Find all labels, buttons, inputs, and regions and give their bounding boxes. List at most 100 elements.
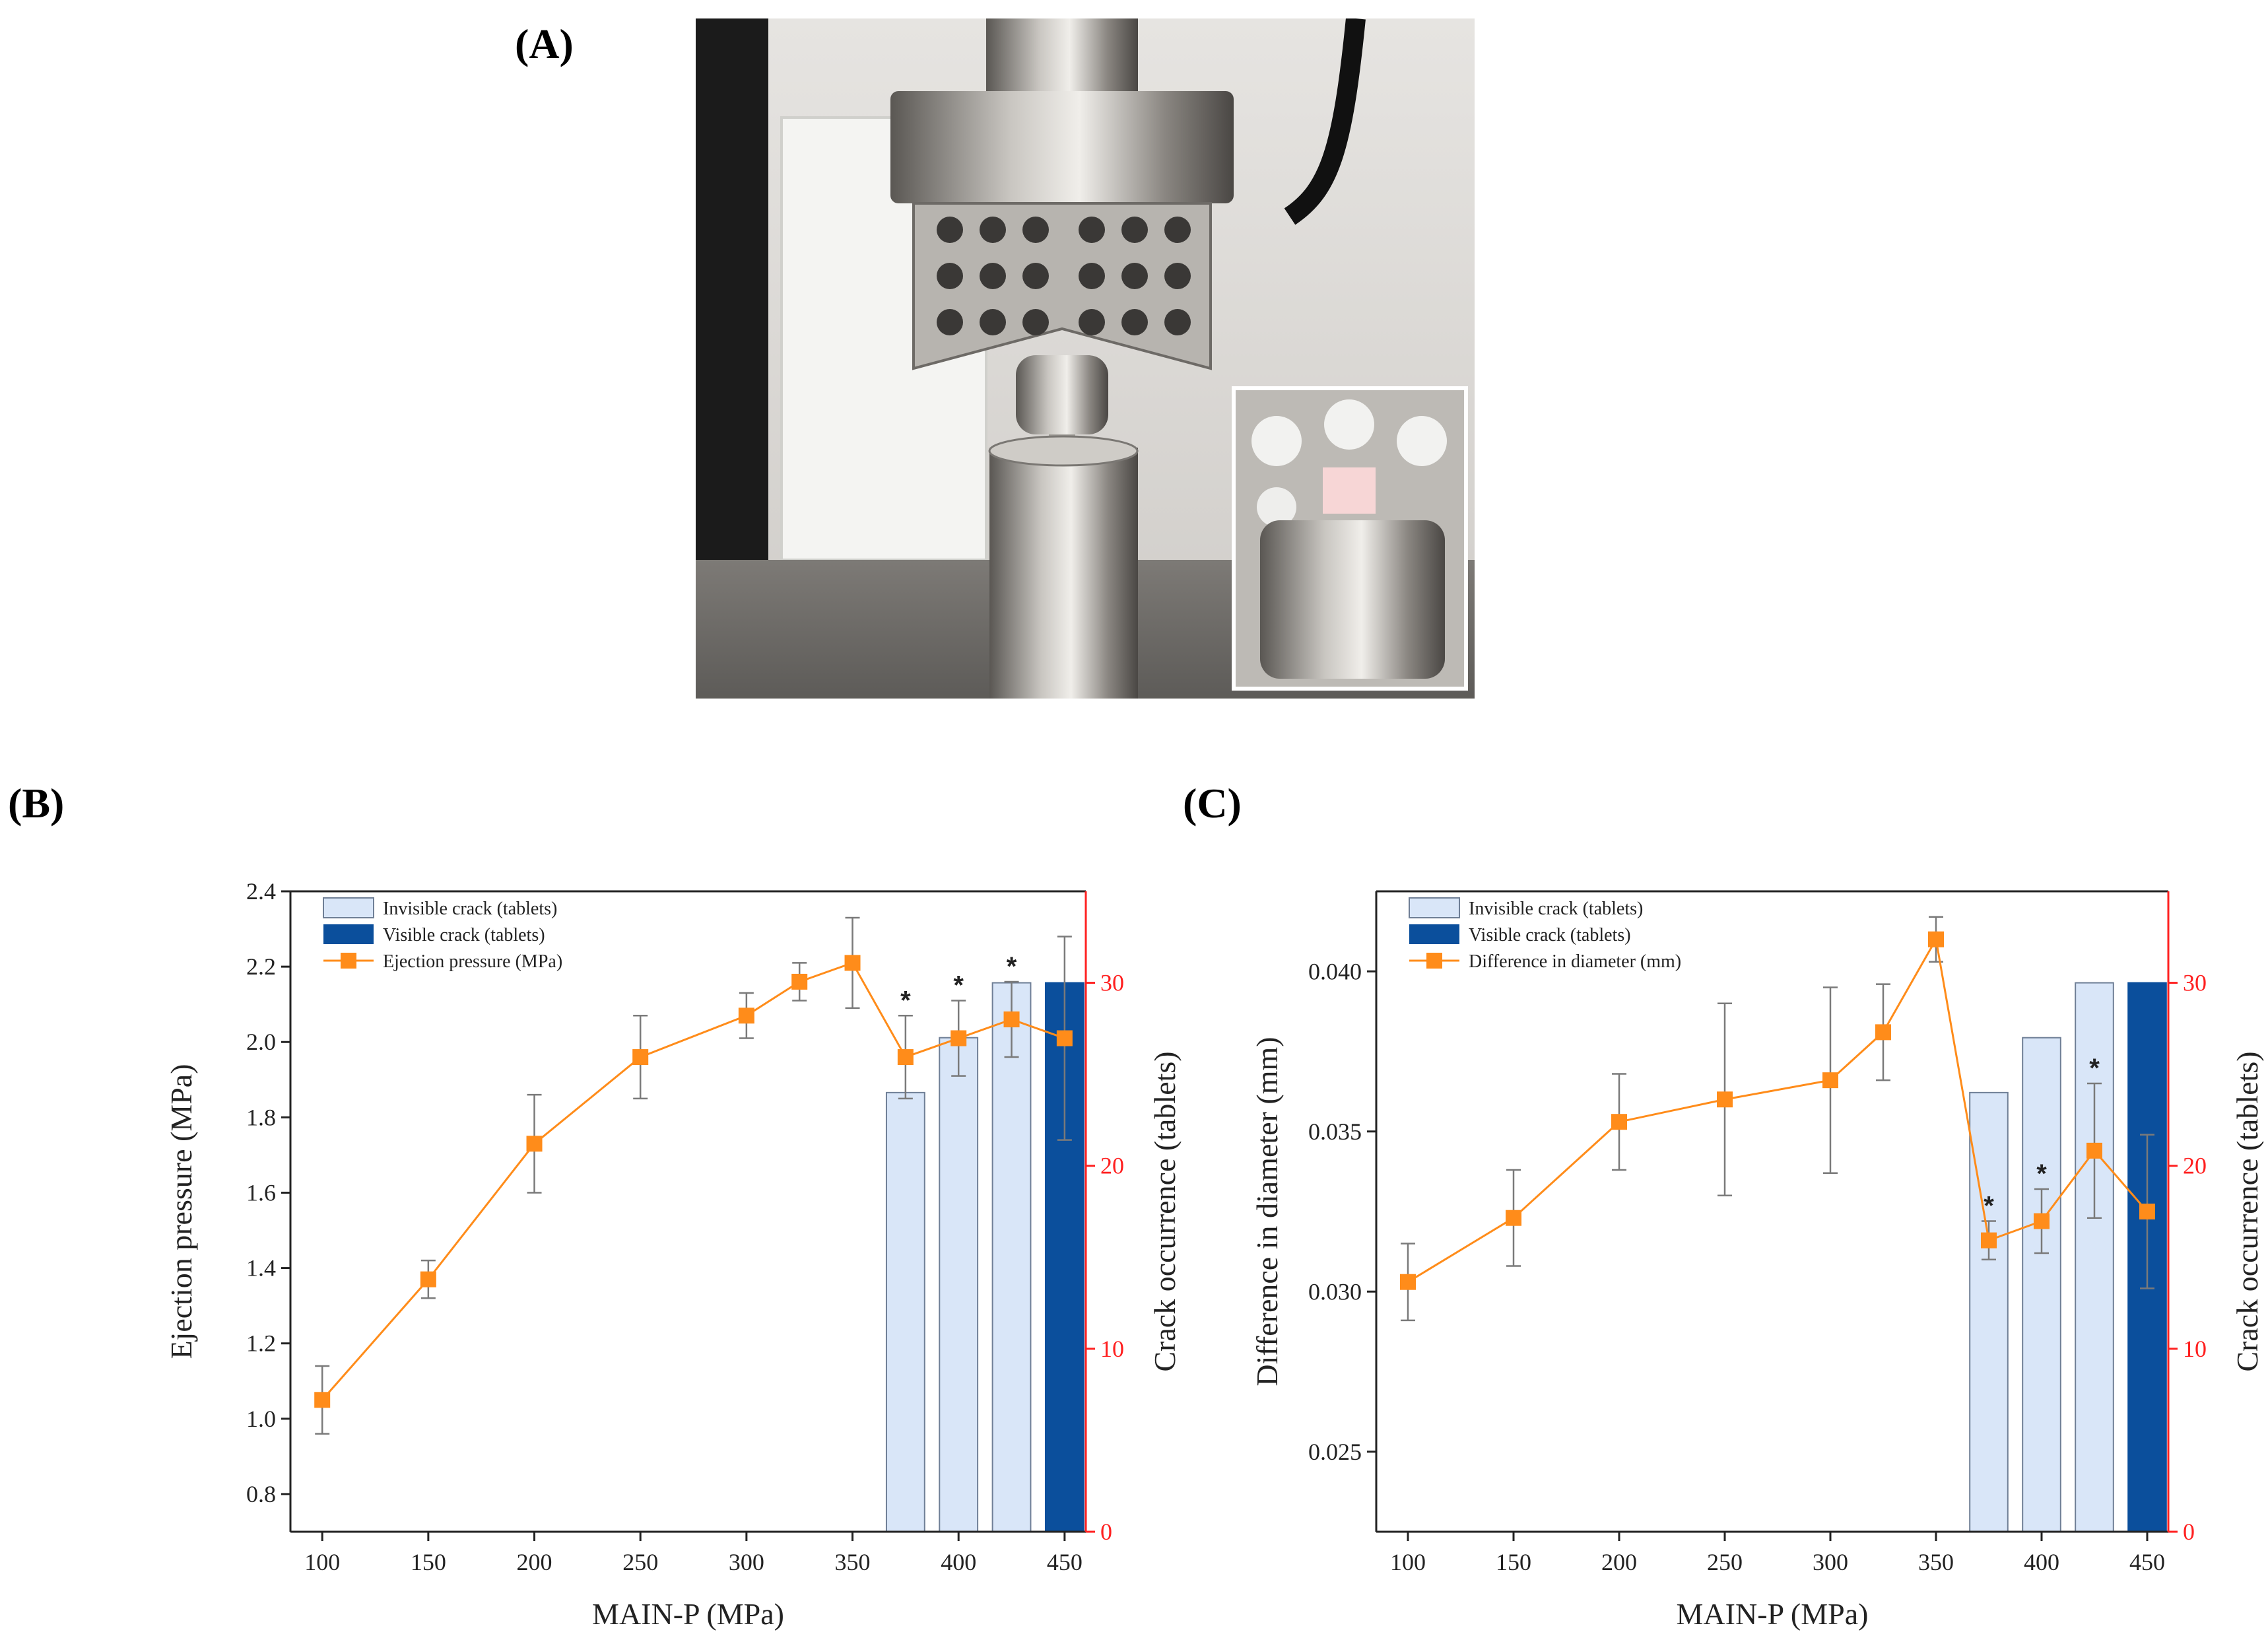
photo-punch-holder	[1016, 355, 1108, 434]
chart-b-y-tick-label: 1.4	[246, 1255, 276, 1282]
chart-b-y-tick-label: 1.6	[246, 1179, 276, 1206]
chart-b-x-tick-label: 150	[411, 1549, 446, 1575]
chart-b-data-point	[1003, 1011, 1020, 1027]
chart-b-axes: 100 150 200 250 300 350 400 450 0.8 1.0 1.2 1.4 1.6 1…	[164, 878, 1182, 1631]
chart-c-y-tick-label: 0.035	[1308, 1118, 1362, 1145]
chart-b-legend-swatch-visible	[323, 924, 374, 944]
chart-c-x-axis-title: MAIN-P (MPa)	[1677, 1597, 1869, 1631]
chart-c-data-point	[1400, 1274, 1416, 1290]
chart-b-y-tick-label: 1.2	[246, 1330, 276, 1357]
chart-b-data-point	[420, 1271, 436, 1287]
photo-upper-disk	[890, 91, 1234, 203]
chart-c-y-tick-label: 0.025	[1308, 1439, 1362, 1465]
chart-b-significance-star: *	[1007, 952, 1017, 981]
chart-b-y-axis-title: Ejection pressure (MPa)	[164, 1064, 198, 1359]
photo-cable-left	[696, 18, 768, 560]
chart-c-legend-entry: Difference in diameter (mm)	[1469, 951, 1681, 972]
chart-c-invisible-crack-bar	[2022, 1037, 2061, 1532]
chart-b-annotations: * * *	[900, 952, 1017, 1015]
chart-c-y2-tick-label: 0	[2183, 1519, 2195, 1545]
tablet-press-photo	[696, 18, 1475, 699]
chart-c-invisible-crack-bar	[2075, 982, 2114, 1533]
chart-b-errorbars	[315, 916, 1072, 1435]
chart-b-legend-entry: Invisible crack (tablets)	[383, 899, 557, 919]
chart-c-legend-swatch-marker	[1426, 953, 1442, 969]
chart-b-markers	[314, 955, 1073, 1408]
chart-c-legend: Invisible crack (tablets) Visible crack (…	[1409, 897, 1681, 972]
chart-c-data-point	[2034, 1213, 2050, 1229]
chart-b-y-tick-label: 1.0	[246, 1406, 276, 1432]
chart-b-x-tick-label: 200	[517, 1549, 552, 1575]
chart-c-y2-tick-label: 30	[2183, 970, 2207, 996]
chart-b-y-tick-label: 0.8	[246, 1481, 276, 1507]
chart-c-data-point	[1611, 1114, 1627, 1130]
photo-lower-rod	[989, 448, 1138, 699]
chart-c-data-point	[1822, 1072, 1838, 1089]
chart-c-y2-tick-label: 10	[2183, 1336, 2207, 1362]
chart-b-x-tick-label: 250	[622, 1549, 658, 1575]
chart-b-data-point	[632, 1049, 649, 1066]
chart-c-x-tick-label: 100	[1390, 1549, 1426, 1575]
photo-inset	[1232, 386, 1468, 691]
chart-c-significance-star: *	[2036, 1159, 2047, 1188]
photo-v-block-holes	[937, 217, 1191, 335]
chart-b-x-tick-label: 100	[304, 1549, 340, 1575]
chart-c-legend-swatch-invisible	[1409, 897, 1460, 918]
chart-c-x-tick-label: 450	[2129, 1549, 2165, 1575]
chart-b-data-point	[844, 955, 861, 971]
chart-c-data-point	[1717, 1091, 1733, 1108]
chart-c-significance-star: *	[2089, 1054, 2100, 1083]
chart-c-markers	[1400, 931, 2155, 1290]
chart-b-x-tick-label: 300	[729, 1549, 764, 1575]
photo-lower-rod-top	[988, 435, 1139, 467]
panel-label-c: (C)	[1183, 780, 1242, 827]
chart-b-y-tick-label: 1.8	[246, 1104, 276, 1130]
chart-c-significance-star: *	[1984, 1192, 1994, 1221]
chart-b-y2-tick-label: 20	[1100, 1153, 1124, 1179]
chart-b-significance-star: *	[953, 971, 964, 1000]
chart-c-data-point	[2086, 1142, 2102, 1159]
chart-c-legend-swatch-visible	[1409, 924, 1459, 944]
chart-c-legend-entry: Invisible crack (tablets)	[1469, 899, 1643, 919]
chart-b-x-tick-label: 350	[835, 1549, 871, 1575]
chart-b-x-tick-label: 450	[1047, 1549, 1083, 1575]
chart-c-x-tick-label: 200	[1601, 1549, 1637, 1575]
chart-c-annotations: * * *	[1984, 1054, 2100, 1221]
chart-c-y-tick-label: 0.040	[1308, 958, 1362, 984]
chart-c-x-tick-label: 400	[2024, 1549, 2059, 1575]
chart-b-legend-swatch-invisible	[323, 897, 374, 918]
chart-b-y-tick-label: 2.0	[246, 1029, 276, 1055]
chart-c-y-tick-label: 0.030	[1308, 1278, 1362, 1305]
photo-upper-rod	[986, 18, 1138, 91]
chart-b-ejection-pressure: * * * 100 150 200 250 300 350 400 450 0.8 1.0 1.2 1.4…	[164, 878, 1182, 1631]
chart-b-legend: Invisible crack (tablets) Visible crack (…	[323, 897, 562, 972]
chart-c-bars	[1969, 982, 2167, 1533]
chart-b-data-point	[1056, 1030, 1073, 1046]
chart-b-data-point	[738, 1008, 754, 1024]
chart-b-x-tick-label: 400	[941, 1549, 976, 1575]
chart-c-x-tick-label: 300	[1813, 1549, 1848, 1575]
chart-b-y-tick-label: 2.2	[246, 953, 276, 980]
chart-b-bars	[885, 982, 1084, 1533]
chart-c-data-point	[1506, 1210, 1521, 1226]
chart-c-y-axis-title: Difference in diameter (mm)	[1250, 1037, 1284, 1386]
chart-c-y2-axis-title: Crack occurrence (tablets)	[2230, 1051, 2264, 1371]
chart-c-data-point	[1875, 1024, 1891, 1041]
chart-c-data-point	[1981, 1232, 1997, 1249]
chart-c-x-tick-label: 350	[1918, 1549, 1954, 1575]
chart-b-invisible-crack-bar	[991, 982, 1032, 1533]
chart-c-legend-entry: Visible crack (tablets)	[1469, 925, 1631, 945]
chart-b-legend-entry: Ejection pressure (MPa)	[383, 951, 562, 972]
chart-b-legend-swatch-marker	[341, 953, 356, 969]
chart-c-x-tick-label: 150	[1496, 1549, 1531, 1575]
chart-b-y2-tick-label: 10	[1100, 1336, 1124, 1362]
chart-c-x-tick-label: 250	[1707, 1549, 1743, 1575]
chart-b-data-point	[791, 973, 808, 990]
chart-c-data-point	[1928, 931, 1944, 947]
chart-b-y2-axis-title: Crack occurrence (tablets)	[1148, 1051, 1182, 1371]
chart-b-x-axis-title: MAIN-P (MPa)	[592, 1597, 784, 1631]
chart-b-y-tick-label: 2.4	[246, 878, 276, 905]
chart-b-significance-star: *	[900, 986, 911, 1015]
chart-c-y2-tick-label: 20	[2183, 1153, 2207, 1179]
chart-b-data-point	[951, 1030, 967, 1046]
